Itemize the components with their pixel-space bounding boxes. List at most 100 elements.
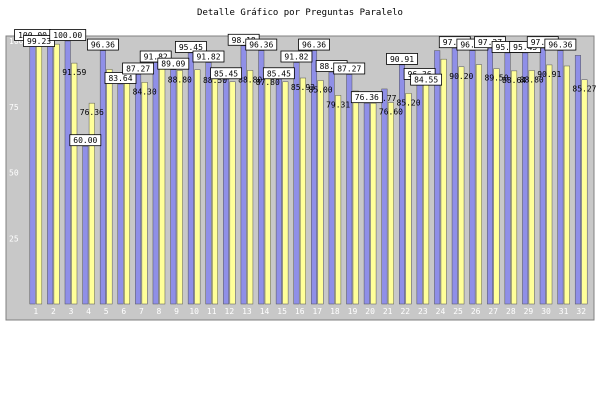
value-label-bg — [192, 50, 225, 63]
bar — [282, 81, 289, 305]
x-tick-label: 4 — [86, 307, 91, 316]
value-label: 89.09 — [161, 60, 185, 69]
bar — [211, 70, 218, 305]
value-label: 95.45 — [513, 43, 537, 52]
value-label: 85.93 — [291, 83, 315, 92]
bar — [346, 74, 353, 305]
value-label: 88.64 — [502, 76, 526, 85]
value-label-box: 89.09 — [157, 57, 190, 70]
x-tick-label: 32 — [576, 307, 586, 316]
value-label: 96.36 — [548, 41, 572, 50]
bar — [64, 40, 71, 305]
value-label-bg — [69, 134, 102, 147]
bar — [141, 82, 148, 305]
value-label-bg — [350, 91, 383, 104]
value-label-box: 96.36 — [544, 38, 577, 51]
bar — [387, 102, 394, 305]
bar — [581, 79, 588, 305]
value-label: 85.45 — [267, 69, 291, 78]
value-label: 79.31 — [326, 100, 350, 109]
value-label: 83.64 — [108, 74, 132, 83]
bar — [88, 102, 95, 305]
value-label-bg — [298, 38, 330, 51]
bar — [117, 83, 124, 305]
bar — [311, 50, 318, 305]
x-tick-label: 6 — [121, 307, 126, 316]
bar — [440, 58, 447, 305]
value-label-bg — [87, 38, 119, 51]
value-label: 96.36 — [91, 41, 115, 50]
bar — [82, 145, 89, 305]
value-label: 90.91 — [390, 55, 414, 64]
bar — [275, 79, 282, 305]
x-tick-label: 16 — [295, 307, 305, 316]
value-label-bg — [262, 67, 295, 80]
bar — [124, 82, 131, 305]
x-tick-label: 5 — [104, 307, 109, 316]
bar — [299, 77, 306, 305]
x-tick-label: 17 — [312, 307, 322, 316]
value-label-box: 85.45 — [262, 67, 295, 80]
value-label-box: 96.36 — [298, 38, 330, 51]
value-label-bg — [280, 50, 313, 63]
value-label: 88.50 — [203, 76, 227, 85]
value-label: 85.20 — [396, 98, 420, 107]
bar — [539, 47, 546, 305]
x-tick-label: 25 — [453, 307, 463, 316]
y-tick-label: 100 — [9, 37, 24, 46]
x-tick-label: 7 — [139, 307, 144, 316]
value-label: 88.80 — [168, 75, 192, 84]
bar — [511, 70, 518, 305]
value-label: 81.77 — [372, 94, 396, 103]
bar — [574, 55, 581, 305]
value-label: 100.00 — [53, 31, 82, 40]
value-label: 84.30 — [133, 87, 157, 96]
value-label-box: 83.64 — [104, 72, 137, 84]
bar — [493, 68, 500, 305]
bar — [451, 47, 458, 305]
x-tick-label: 11 — [207, 307, 217, 316]
value-label-bg — [23, 35, 55, 47]
x-tick-label: 1 — [33, 307, 38, 316]
value-label-box: 85.45 — [210, 67, 242, 80]
value-label: 85.45 — [214, 69, 238, 78]
x-tick-label: 18 — [330, 307, 340, 316]
x-tick-label: 30 — [541, 307, 551, 316]
x-tick-label: 22 — [400, 307, 410, 316]
value-label: 60.00 — [73, 136, 97, 145]
value-label-bg — [174, 41, 207, 53]
bar — [258, 50, 265, 305]
bar — [176, 70, 183, 305]
value-label: 91.82 — [196, 53, 220, 62]
bar — [106, 69, 113, 305]
value-label: 84.55 — [414, 76, 438, 85]
value-label: 85.00 — [309, 85, 333, 94]
y-tick-label: 50 — [9, 169, 19, 178]
value-label-box: 99.23 — [23, 35, 55, 47]
bar — [434, 50, 441, 305]
bar — [187, 52, 194, 305]
bar — [416, 79, 423, 305]
value-label: 91.82 — [144, 53, 168, 62]
bar — [159, 67, 166, 305]
bar — [504, 52, 511, 305]
value-label: 96.36 — [460, 41, 484, 50]
value-label-box: 96.36 — [87, 38, 119, 51]
value-label-bg — [122, 62, 155, 75]
bar — [363, 102, 370, 305]
value-label-bg — [333, 62, 366, 75]
value-label-bg — [410, 73, 443, 86]
value-label: 95.45 — [179, 43, 203, 52]
value-label: 97.27 — [443, 38, 467, 47]
value-label-box: 60.00 — [69, 134, 102, 147]
value-label-bg — [386, 53, 418, 65]
y-tick-label: 75 — [9, 103, 19, 112]
value-label-bg — [139, 50, 172, 63]
bar — [99, 50, 106, 305]
bar — [53, 43, 60, 305]
bar — [223, 79, 230, 305]
x-tick-label: 19 — [348, 307, 358, 316]
bar — [522, 52, 529, 305]
x-tick-label: 24 — [436, 307, 446, 316]
